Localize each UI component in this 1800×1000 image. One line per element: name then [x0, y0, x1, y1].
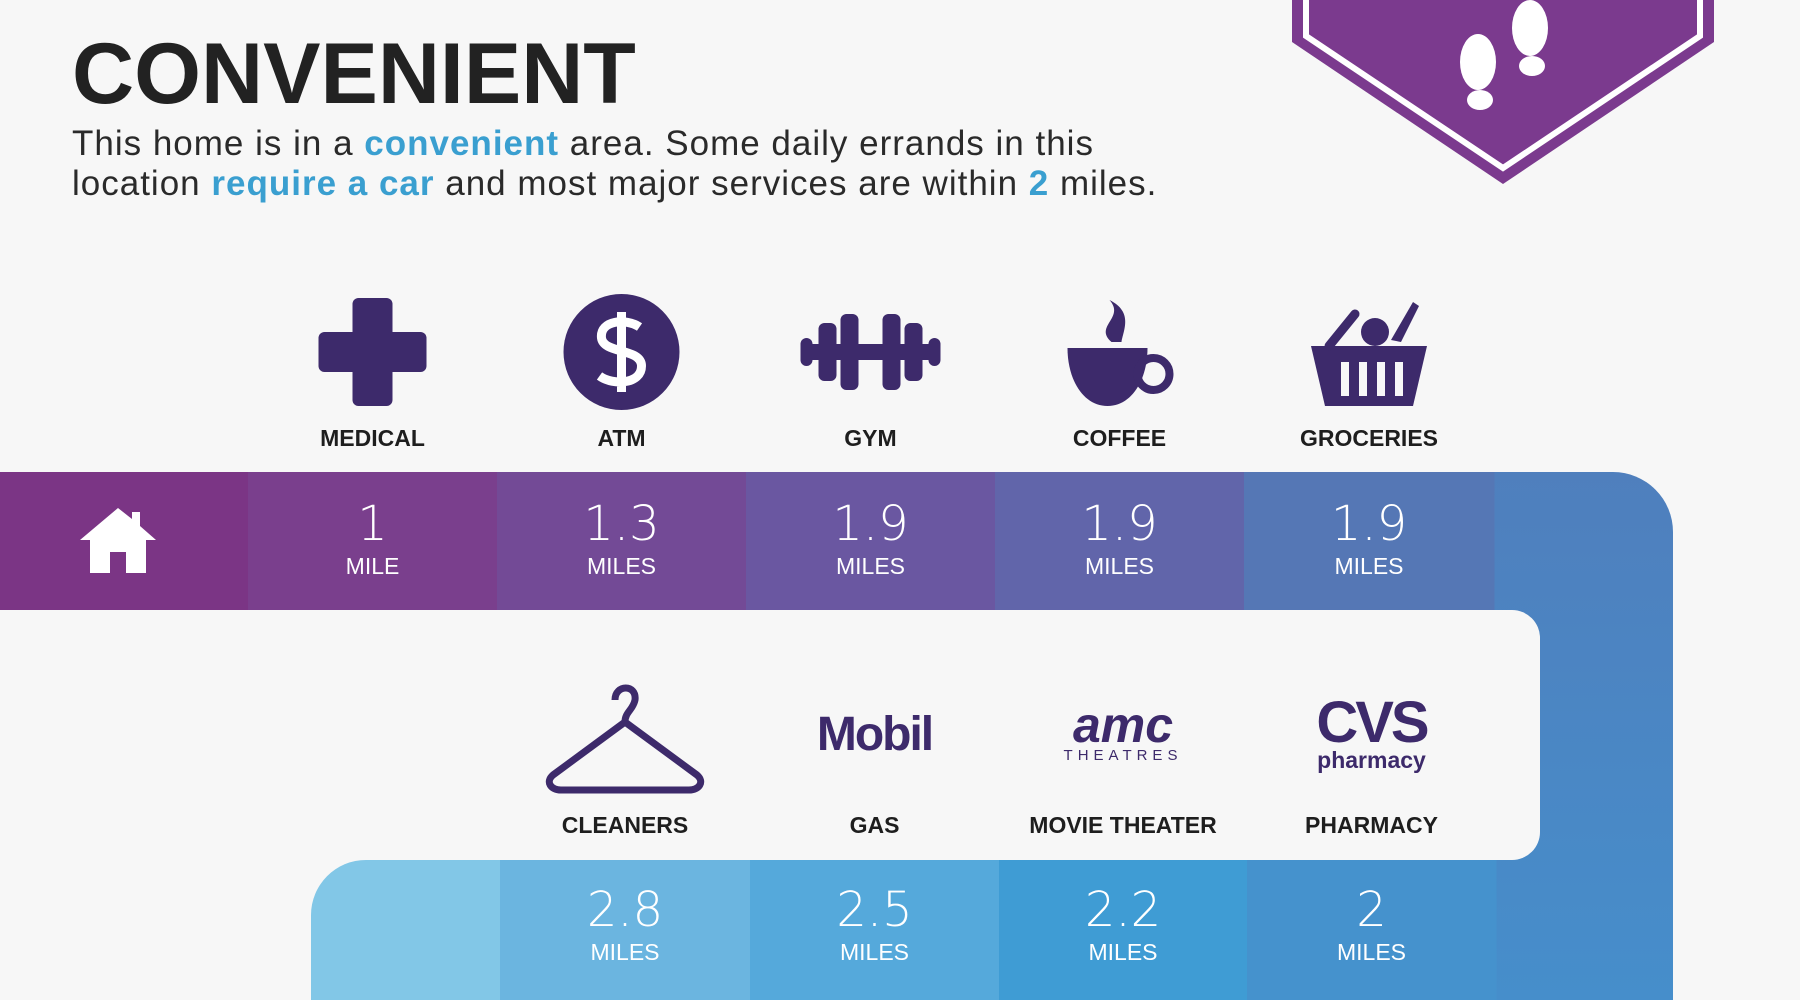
- icon: [545, 684, 705, 794]
- text-segment: miles.: [1049, 164, 1157, 203]
- icon-slot: [1359, 362, 1367, 396]
- distance-unit: MILES: [1085, 553, 1154, 579]
- icon-slot: [1377, 362, 1385, 396]
- band-cell: [500, 860, 751, 1000]
- distance-unit: MILES: [1088, 939, 1157, 965]
- band-cell: [995, 472, 1245, 610]
- band-cell: [248, 472, 498, 610]
- text-segment: area. Some daily errands in this: [559, 124, 1094, 163]
- highlight: convenient: [364, 124, 559, 163]
- distance: 2.8: [587, 882, 663, 938]
- highlight: 2: [1029, 164, 1049, 203]
- icon: [904, 323, 923, 381]
- icon: [1311, 346, 1427, 406]
- service-label: MEDICAL: [320, 425, 425, 451]
- icon: [928, 338, 941, 366]
- logo: amc: [1073, 697, 1173, 753]
- icon-slot: [1395, 362, 1403, 396]
- description-line: location require a car and most major se…: [72, 164, 1157, 203]
- distance: 2: [1356, 882, 1387, 938]
- home-icon: [80, 508, 156, 573]
- band-cell: [746, 472, 996, 610]
- logo: CVS: [1316, 690, 1428, 755]
- distance-unit: MILE: [346, 553, 400, 579]
- icon: [818, 323, 837, 381]
- distance: 1: [357, 496, 388, 552]
- service-label: GAS: [850, 812, 900, 838]
- highlight: require a car: [211, 164, 434, 203]
- band-cell: [999, 860, 1248, 1000]
- distance-unit: MILES: [590, 939, 659, 965]
- bottom-band: [311, 860, 1497, 1000]
- icon: [800, 338, 813, 366]
- service-label: MOVIE THEATER: [1029, 812, 1217, 838]
- service-label: CLEANERS: [562, 812, 689, 838]
- band-cell: [497, 472, 747, 610]
- service-label: COFFEE: [1073, 425, 1166, 451]
- band-cell: [1244, 472, 1495, 610]
- service-label: PHARMACY: [1305, 812, 1438, 838]
- logo: pharmacy: [1317, 747, 1426, 773]
- description-line: This home is in a convenient area. Some …: [72, 124, 1094, 163]
- description: This home is in a convenient area. Some …: [72, 124, 1157, 203]
- icon: [1324, 309, 1360, 351]
- icon: [1105, 300, 1126, 342]
- distance-unit: MILES: [836, 553, 905, 579]
- text-segment: This home is in a: [72, 124, 364, 163]
- service-label: GYM: [844, 425, 896, 451]
- band-cell: [1247, 860, 1497, 1000]
- distance: 1.3: [583, 496, 659, 552]
- service-label: GROCERIES: [1300, 425, 1438, 451]
- icon: [1133, 354, 1174, 394]
- route-turn: [1494, 472, 1673, 1000]
- icon: [840, 314, 859, 390]
- icon: [1391, 302, 1419, 342]
- text-segment: location: [72, 164, 211, 203]
- icon: [596, 312, 647, 392]
- logo: THEATRES: [1064, 747, 1183, 764]
- icon: [318, 332, 427, 372]
- top-band: [0, 472, 1495, 610]
- text-segment: and most major services are within: [435, 164, 1029, 203]
- walk-badge: [1292, 0, 1714, 184]
- icon: [1067, 348, 1148, 406]
- band-cell: [750, 860, 1000, 1000]
- route-gap: [0, 610, 1540, 860]
- distance: 1.9: [1331, 496, 1407, 552]
- distance-unit: MILES: [1334, 553, 1403, 579]
- distance: 1.9: [1081, 496, 1157, 552]
- distance: 1.9: [832, 496, 908, 552]
- icon: [1361, 318, 1389, 346]
- logo: Mobil: [817, 708, 932, 761]
- distance: 2.2: [1085, 882, 1161, 938]
- icon: [882, 314, 901, 390]
- icon-slot: [1341, 362, 1349, 396]
- distance-unit: MILES: [587, 553, 656, 579]
- service-label: ATM: [597, 425, 645, 451]
- distance: 2.5: [836, 882, 912, 938]
- title: CONVENIENT: [72, 26, 636, 122]
- band-cell: [311, 860, 501, 1000]
- distance-unit: MILES: [1337, 939, 1406, 965]
- distance-unit: MILES: [840, 939, 909, 965]
